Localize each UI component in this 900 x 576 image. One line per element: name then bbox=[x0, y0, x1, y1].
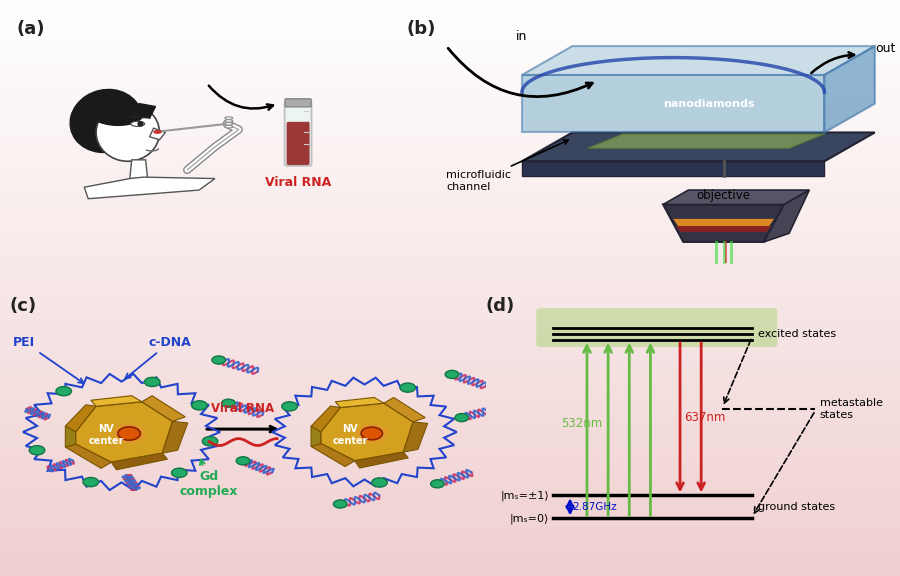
Ellipse shape bbox=[130, 122, 145, 127]
Text: microfluidic
channel: microfluidic channel bbox=[446, 140, 568, 191]
Circle shape bbox=[446, 370, 459, 378]
Polygon shape bbox=[673, 219, 774, 226]
Circle shape bbox=[454, 414, 469, 422]
Polygon shape bbox=[663, 204, 784, 242]
Circle shape bbox=[192, 401, 207, 410]
Polygon shape bbox=[66, 444, 112, 468]
Polygon shape bbox=[824, 46, 875, 132]
Ellipse shape bbox=[154, 131, 161, 133]
Polygon shape bbox=[311, 444, 355, 467]
Circle shape bbox=[202, 437, 218, 446]
Text: |mₛ=0⟩: |mₛ=0⟩ bbox=[509, 513, 549, 524]
Polygon shape bbox=[311, 426, 320, 446]
Polygon shape bbox=[91, 396, 142, 406]
Polygon shape bbox=[522, 46, 875, 75]
Circle shape bbox=[56, 386, 71, 396]
Circle shape bbox=[400, 383, 416, 392]
FancyBboxPatch shape bbox=[536, 308, 778, 347]
Circle shape bbox=[372, 478, 387, 487]
Ellipse shape bbox=[225, 126, 233, 128]
Text: metastable
states: metastable states bbox=[820, 398, 883, 420]
Circle shape bbox=[282, 402, 297, 411]
Text: 532nm: 532nm bbox=[562, 417, 603, 430]
Polygon shape bbox=[142, 396, 185, 422]
Text: in: in bbox=[517, 31, 527, 43]
Ellipse shape bbox=[70, 89, 142, 153]
Polygon shape bbox=[588, 134, 824, 148]
Polygon shape bbox=[522, 132, 875, 161]
Polygon shape bbox=[112, 453, 167, 470]
Polygon shape bbox=[384, 397, 426, 422]
Text: c-DNA: c-DNA bbox=[125, 336, 192, 378]
Text: (a): (a) bbox=[17, 20, 45, 38]
Ellipse shape bbox=[88, 99, 144, 126]
Circle shape bbox=[430, 480, 445, 488]
Ellipse shape bbox=[225, 120, 233, 122]
Circle shape bbox=[212, 356, 226, 364]
Text: objective: objective bbox=[697, 188, 751, 202]
Polygon shape bbox=[320, 403, 413, 461]
Polygon shape bbox=[149, 128, 166, 139]
Polygon shape bbox=[76, 402, 173, 462]
Polygon shape bbox=[336, 397, 384, 408]
Ellipse shape bbox=[225, 117, 233, 119]
Text: (b): (b) bbox=[406, 20, 436, 38]
Polygon shape bbox=[311, 406, 340, 432]
Ellipse shape bbox=[225, 123, 233, 125]
Text: (c): (c) bbox=[10, 297, 37, 314]
Text: 2.87GHz: 2.87GHz bbox=[572, 502, 616, 512]
Polygon shape bbox=[85, 177, 215, 199]
Circle shape bbox=[356, 424, 387, 442]
Circle shape bbox=[236, 457, 250, 465]
Polygon shape bbox=[355, 452, 409, 468]
Polygon shape bbox=[676, 226, 771, 232]
Circle shape bbox=[333, 500, 347, 508]
Text: Gd
complex: Gd complex bbox=[180, 460, 238, 498]
Circle shape bbox=[361, 427, 382, 440]
Circle shape bbox=[112, 424, 146, 443]
Text: excited states: excited states bbox=[759, 329, 836, 339]
Polygon shape bbox=[120, 104, 156, 118]
Polygon shape bbox=[66, 426, 76, 447]
Polygon shape bbox=[522, 75, 824, 132]
Text: NV
center: NV center bbox=[88, 424, 124, 446]
Text: (d): (d) bbox=[485, 297, 515, 314]
FancyBboxPatch shape bbox=[286, 122, 310, 165]
Circle shape bbox=[83, 478, 98, 487]
Circle shape bbox=[29, 446, 45, 455]
Polygon shape bbox=[66, 405, 96, 432]
Text: Viral RNA: Viral RNA bbox=[265, 176, 331, 189]
Polygon shape bbox=[130, 160, 148, 179]
Circle shape bbox=[118, 427, 140, 440]
Polygon shape bbox=[403, 422, 427, 452]
Text: NV
center: NV center bbox=[332, 424, 368, 446]
FancyBboxPatch shape bbox=[284, 102, 311, 166]
Polygon shape bbox=[764, 190, 809, 242]
Polygon shape bbox=[162, 422, 188, 453]
Text: nanodiamonds: nanodiamonds bbox=[662, 98, 754, 109]
Ellipse shape bbox=[138, 122, 143, 126]
Text: |mₛ=±1⟩: |mₛ=±1⟩ bbox=[500, 490, 549, 501]
Text: ground states: ground states bbox=[759, 502, 835, 512]
Ellipse shape bbox=[96, 104, 159, 161]
Circle shape bbox=[145, 377, 160, 386]
Circle shape bbox=[172, 468, 187, 478]
Polygon shape bbox=[522, 161, 824, 176]
Text: out: out bbox=[875, 42, 896, 55]
Circle shape bbox=[221, 399, 235, 407]
FancyBboxPatch shape bbox=[285, 99, 311, 107]
Polygon shape bbox=[663, 190, 809, 204]
Text: PEI: PEI bbox=[14, 336, 84, 383]
Text: 637nm: 637nm bbox=[684, 411, 725, 424]
Text: Viral RNA: Viral RNA bbox=[212, 402, 274, 415]
